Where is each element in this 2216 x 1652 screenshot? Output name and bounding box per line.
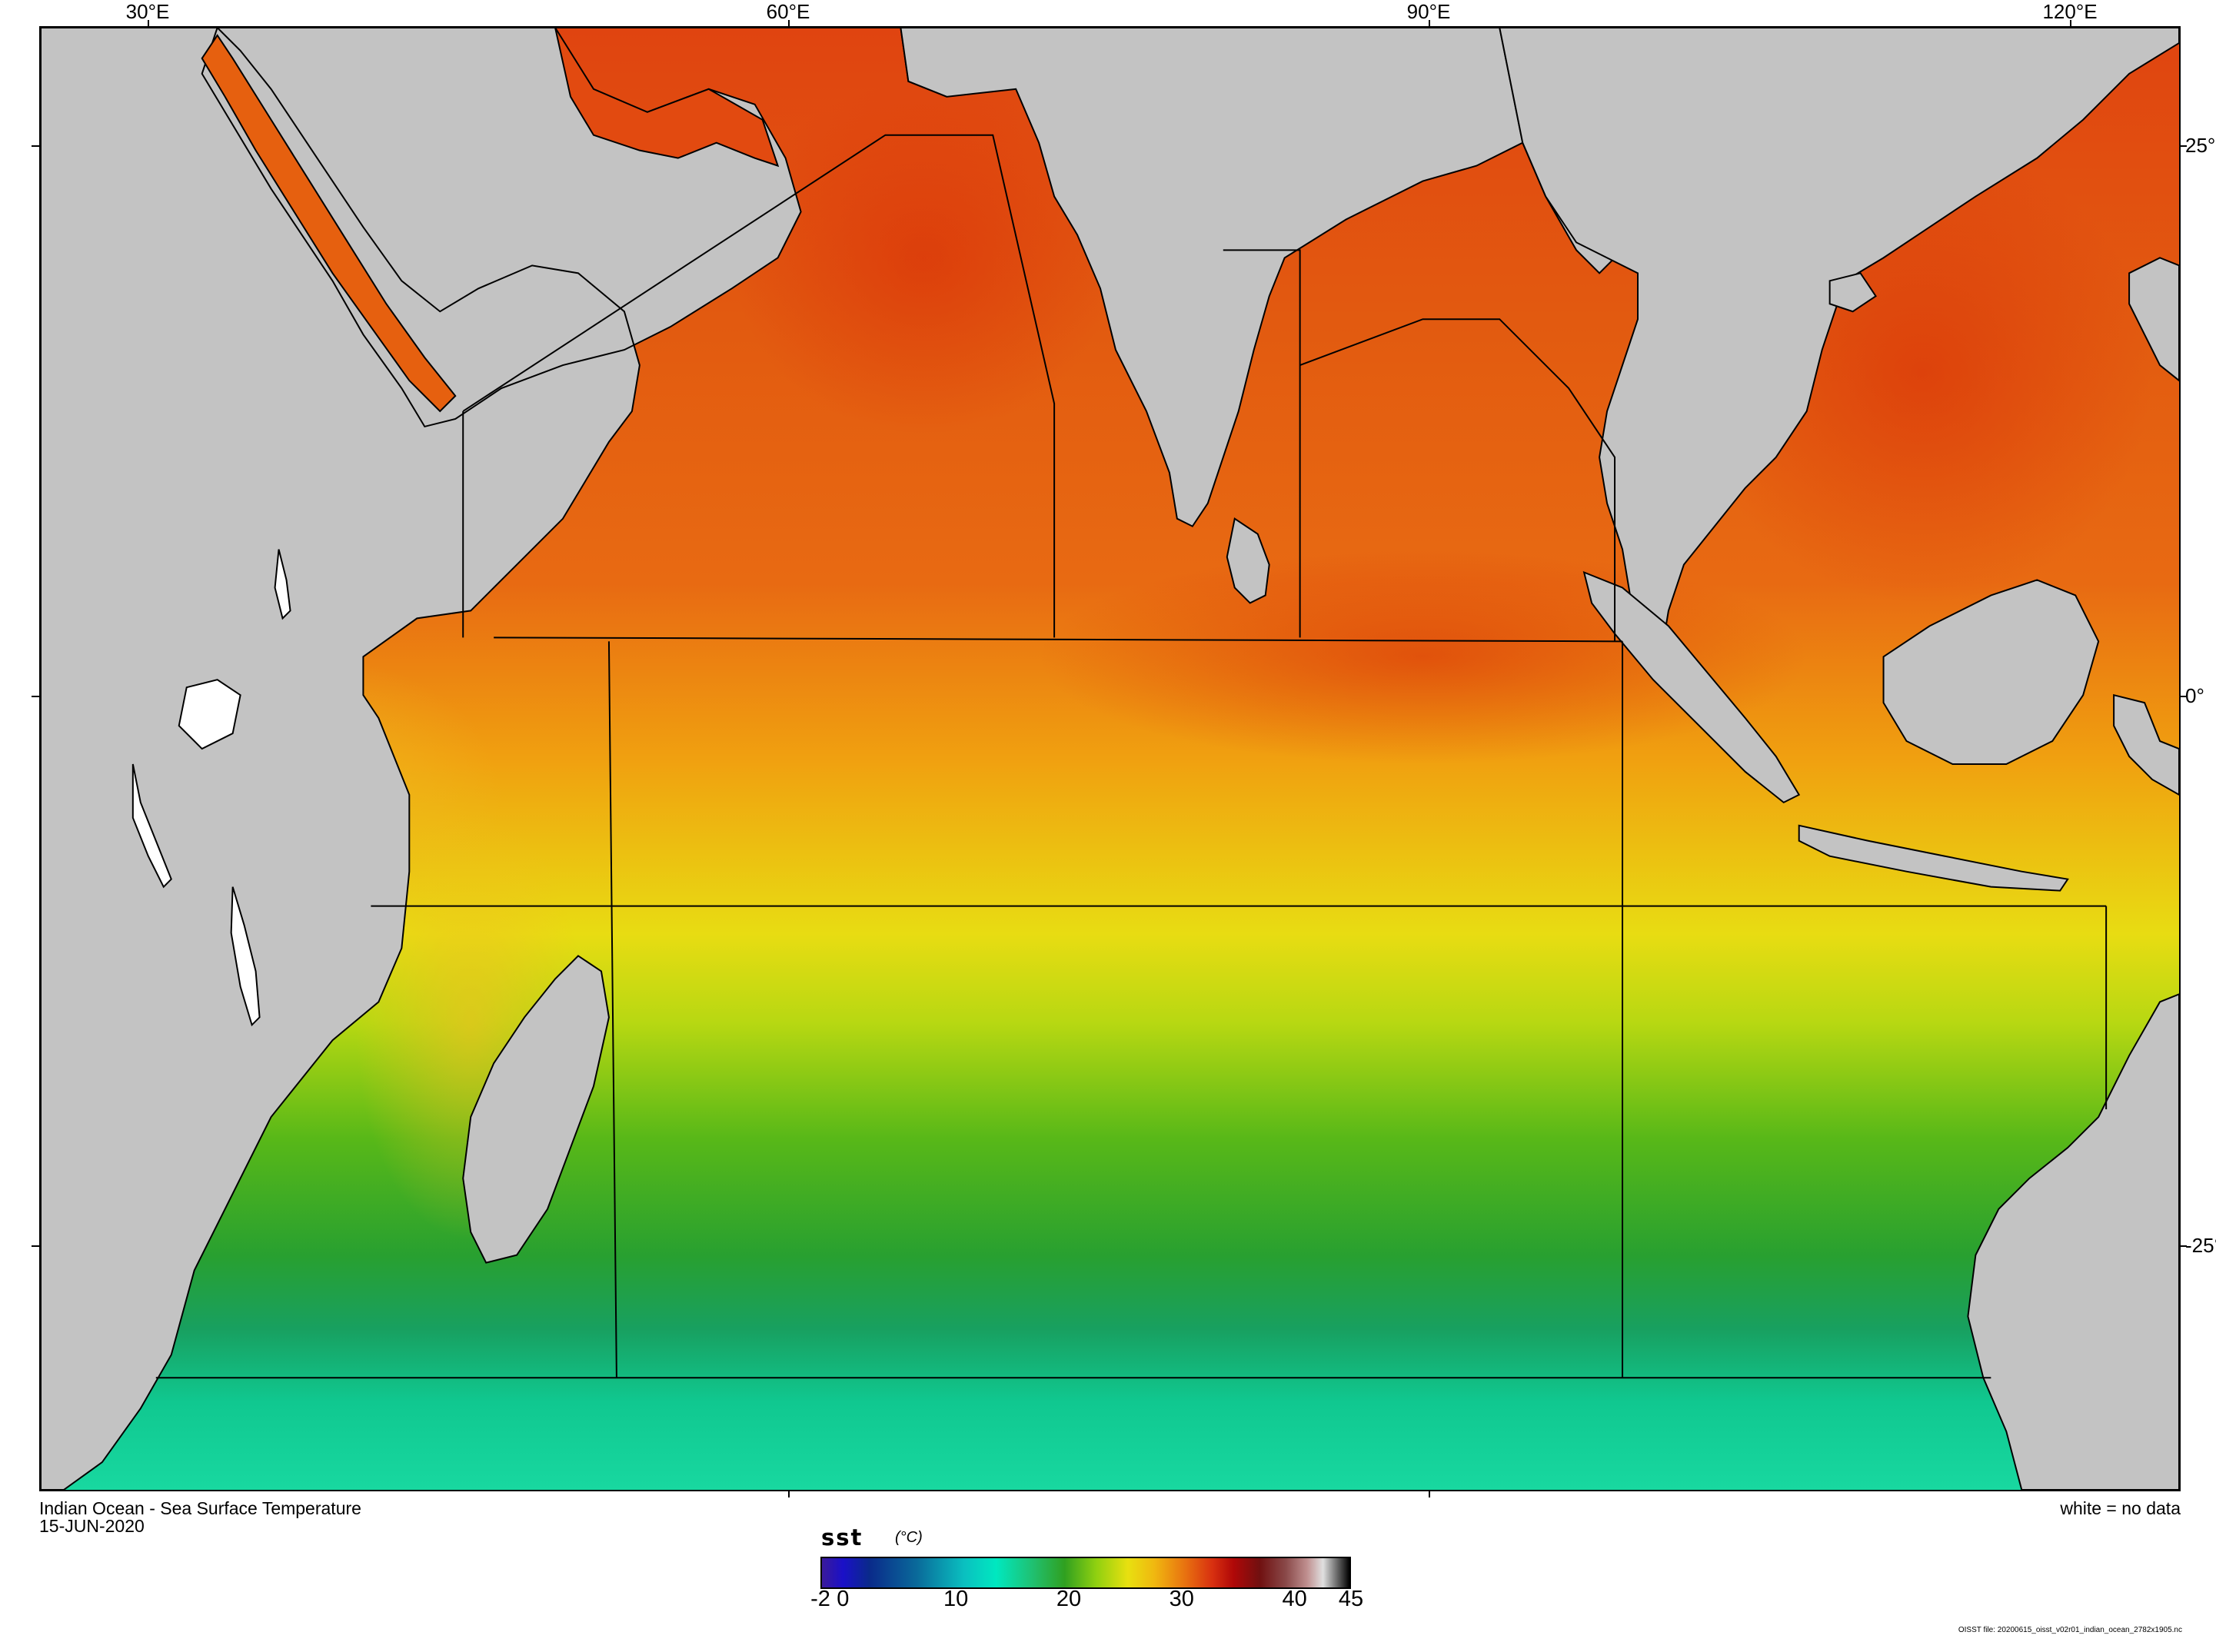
lat-label-0: 0°	[2185, 684, 2204, 707]
lake-victoria-nodata	[178, 679, 241, 750]
sst-map	[39, 26, 2181, 1491]
lat-label-25s: -25°	[2185, 1234, 2216, 1257]
borneo-land	[1882, 579, 2100, 765]
arabian-sea-warm	[731, 81, 1116, 434]
australia-land	[1967, 993, 2179, 1490]
lake-turkana-nodata	[274, 549, 291, 620]
sri-lanka-land	[1226, 517, 1270, 604]
colorbar-tick-label: 40	[1282, 1587, 1307, 1611]
lake-tanganyika-nodata	[131, 763, 172, 889]
region-boundaries	[155, 134, 2108, 1379]
india-land	[900, 28, 1524, 527]
colorbar-tick-label: 0	[837, 1587, 850, 1611]
java-land	[1798, 824, 2069, 892]
lon-label-30e: 30°E	[125, 0, 170, 23]
lon-label-60e: 60°E	[766, 0, 810, 23]
colorbar-tick-label: -2	[810, 1587, 830, 1611]
tick-top-90e	[1429, 20, 1430, 28]
red-sea	[201, 34, 457, 413]
tick-right-25s	[2179, 1245, 2187, 1247]
map-date: 15-JUN-2020	[39, 1516, 145, 1536]
tick-top-120e	[2070, 20, 2071, 28]
southeast-asia-land	[1499, 28, 2179, 658]
tick-top-60e	[788, 20, 790, 28]
persian-gulf	[554, 28, 780, 168]
colorbar-tick-label: 20	[1056, 1587, 1082, 1611]
sst-map-svg	[41, 28, 2179, 1490]
colorbar	[820, 1557, 1351, 1589]
colorbar-tick-label: 45	[1338, 1587, 1364, 1611]
no-data-legend: white = no data	[2060, 1498, 2181, 1518]
tick-left-25n	[32, 145, 39, 147]
philippines-land	[2128, 257, 2179, 382]
tick-left-25s	[32, 1245, 39, 1247]
colorbar-tick-label: 30	[1169, 1587, 1194, 1611]
hainan-land	[1828, 272, 1877, 313]
tick-right-0	[2179, 696, 2187, 697]
lat-label-25n: 25°	[2185, 134, 2216, 157]
lon-label-120e: 120°E	[2042, 0, 2098, 23]
tick-bottom-90e	[1429, 1490, 1430, 1497]
colorbar-unit: (°C)	[895, 1529, 923, 1546]
madagascar-land	[462, 955, 610, 1264]
file-note: OISST file: 20200615_oisst_v02r01_indian…	[1958, 1626, 2182, 1634]
tick-bottom-60e	[788, 1490, 790, 1497]
lake-malawi-nodata	[230, 886, 261, 1027]
lon-label-90e: 90°E	[1406, 0, 1451, 23]
map-title: Indian Ocean - Sea Surface Temperature	[39, 1498, 361, 1518]
tick-right-25n	[2179, 145, 2187, 147]
sulawesi-land	[2113, 693, 2179, 796]
tick-left-0	[32, 696, 39, 697]
tick-top-30e	[148, 20, 149, 28]
colorbar-tick-label: 10	[943, 1587, 969, 1611]
colorbar-variable: sst	[821, 1524, 863, 1551]
